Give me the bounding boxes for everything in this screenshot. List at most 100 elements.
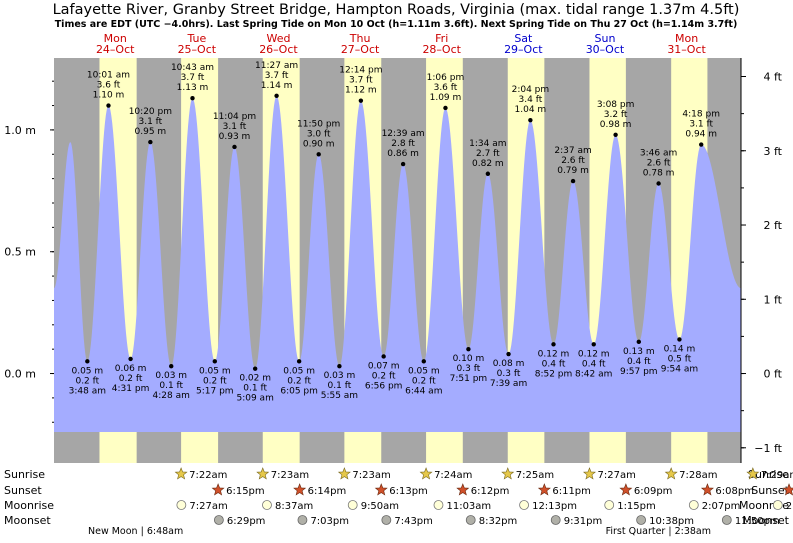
high-tide-ft: 2.8 ft bbox=[391, 139, 415, 149]
low-tide-time: 5:09 am bbox=[236, 394, 273, 404]
low-tide-ft: 0.2 ft bbox=[287, 376, 311, 386]
chart-title: Lafayette River, Granby Street Bridge, H… bbox=[53, 2, 740, 18]
extreme-point bbox=[274, 93, 279, 98]
high-tide-ft: 3.1 ft bbox=[689, 120, 713, 130]
moonset-circle-icon bbox=[550, 515, 561, 525]
high-tide-time: 2:37 am bbox=[554, 146, 591, 156]
extreme-point bbox=[400, 161, 406, 167]
extreme-point bbox=[381, 354, 386, 359]
high-tide-time: 1:34 am bbox=[469, 139, 506, 149]
y-tick-label-ft: 2 ft bbox=[764, 219, 783, 232]
high-tide-m: 1.04 m bbox=[515, 105, 547, 115]
extreme-point bbox=[591, 342, 596, 347]
sunset-star-icon bbox=[537, 483, 551, 496]
sunset-star-icon bbox=[374, 483, 388, 496]
sunrise-star-icon bbox=[582, 467, 596, 480]
moonset-circle-time: 7:03pm bbox=[310, 516, 349, 527]
high-tide-m: 0.78 m bbox=[643, 169, 675, 179]
high-tide-ft: 3.1 ft bbox=[223, 122, 247, 132]
high-tide-ft: 3.6 ft bbox=[434, 83, 458, 93]
legend-row-label-right: Sunrise bbox=[748, 468, 789, 481]
extreme-point bbox=[570, 178, 576, 184]
low-tide-ft: 0.2 ft bbox=[203, 376, 227, 386]
high-tide-time: 12:39 am bbox=[382, 129, 425, 139]
sunset-star-time: 6:09pm bbox=[634, 486, 673, 497]
moonrise-circle-icon bbox=[433, 500, 444, 510]
chart-subtitle: Times are EDT (UTC −4.0hrs). Last Spring… bbox=[55, 19, 738, 30]
moon-phase-time: 6:48am bbox=[147, 526, 183, 537]
low-tide-ft: 0.2 ft bbox=[75, 376, 99, 386]
y-tick-label-m: 1.0 m bbox=[4, 124, 36, 137]
high-tide-m: 0.94 m bbox=[685, 130, 717, 140]
day-date-label: 28–Oct bbox=[422, 43, 461, 56]
sunset-star-icon bbox=[456, 483, 470, 496]
extreme-point bbox=[212, 359, 217, 364]
extreme-point bbox=[443, 105, 448, 111]
sunset-star-icon bbox=[293, 483, 307, 496]
sunset-star-time: 6:08pm bbox=[715, 486, 754, 497]
moonset-circle-icon bbox=[636, 515, 647, 525]
moon-phase-label: New Moon | 6:48am bbox=[88, 526, 183, 537]
sunrise-star-time: 7:23am bbox=[271, 470, 309, 481]
sunrise-star-icon bbox=[746, 467, 760, 480]
low-tide-time: 5:17 pm bbox=[196, 386, 234, 396]
extreme-point bbox=[613, 132, 618, 137]
low-tide-ft: 0.4 ft bbox=[542, 359, 566, 369]
low-tide-ft: 0.2 ft bbox=[119, 374, 143, 384]
moonrise-circle-icon bbox=[688, 500, 699, 510]
day-date-label: 30–Oct bbox=[586, 43, 625, 56]
low-tide-time: 7:51 pm bbox=[450, 374, 488, 384]
moonrise-circle-time: 12:13pm bbox=[532, 501, 577, 512]
low-tide-time: 8:42 am bbox=[575, 369, 612, 379]
moonrise-circle-time: 11:03am bbox=[446, 501, 491, 512]
sunset-star-time: 6:14pm bbox=[308, 486, 347, 497]
high-tide-ft: 3.1 ft bbox=[138, 117, 162, 127]
sunset-star-icon bbox=[700, 483, 714, 496]
high-tide-ft: 3.7 ft bbox=[265, 71, 289, 81]
extreme-point bbox=[358, 98, 364, 103]
high-tide-m: 1.12 m bbox=[345, 86, 377, 96]
y-tick-label-ft: 4 ft bbox=[764, 71, 783, 84]
moonset-circle-time: 9:31pm bbox=[564, 516, 603, 527]
high-tide-m: 0.90 m bbox=[303, 139, 335, 149]
day-of-week-label: Sat bbox=[514, 32, 533, 45]
y-tick-label-ft: 3 ft bbox=[764, 145, 783, 158]
low-tide-ft: 0.1 ft bbox=[243, 384, 267, 394]
high-tide-time: 10:43 am bbox=[171, 63, 214, 73]
moonrise-circle-icon bbox=[176, 500, 187, 510]
high-tide-m: 1.09 m bbox=[430, 93, 462, 103]
low-tide-m: 0.07 m bbox=[368, 361, 400, 371]
extreme-point bbox=[128, 356, 133, 362]
day-date-label: 29–Oct bbox=[504, 43, 543, 56]
extreme-point bbox=[699, 142, 704, 147]
tide-area bbox=[54, 95, 741, 433]
extreme-point bbox=[656, 181, 661, 186]
low-tide-time: 6:44 am bbox=[405, 386, 442, 396]
low-tide-time: 3:48 am bbox=[69, 386, 106, 396]
low-tide-ft: 0.4 ft bbox=[627, 357, 651, 367]
moon-phase-name: First Quarter bbox=[606, 526, 666, 537]
moon-phase-separator: | bbox=[665, 526, 674, 537]
high-tide-ft: 3.0 ft bbox=[307, 129, 331, 139]
moonrise-circle-time: 7:27am bbox=[189, 501, 227, 512]
sunrise-star-icon bbox=[337, 467, 351, 480]
day-date-label: 24–Oct bbox=[96, 43, 135, 56]
axes-group: 0.0 m 0.5 m 1.0 m −1 ft 0 ft 1 ft 2 ft 3 ft 4 ft bbox=[4, 58, 783, 463]
sunset-star-icon bbox=[211, 483, 225, 496]
low-tide-m: 0.12 m bbox=[538, 349, 570, 359]
low-tide-time: 6:56 pm bbox=[365, 381, 403, 391]
low-tide-ft: 0.2 ft bbox=[372, 371, 396, 381]
high-tide-time: 4:18 pm bbox=[682, 110, 720, 120]
legend-row-label-left: Sunset bbox=[4, 484, 42, 497]
high-tide-time: 12:14 pm bbox=[339, 66, 382, 76]
sunrise-star-time: 7:28am bbox=[679, 470, 717, 481]
sunrise-star-icon bbox=[174, 467, 188, 480]
high-tide-m: 0.98 m bbox=[600, 120, 632, 130]
low-tide-m: 0.06 m bbox=[115, 364, 147, 374]
moon-phase-name: New Moon bbox=[88, 526, 138, 537]
low-tide-m: 0.05 m bbox=[283, 366, 315, 376]
sunset-star-time: 6:15pm bbox=[226, 486, 265, 497]
extreme-point bbox=[316, 152, 321, 157]
sunrise-star-icon bbox=[256, 467, 270, 480]
